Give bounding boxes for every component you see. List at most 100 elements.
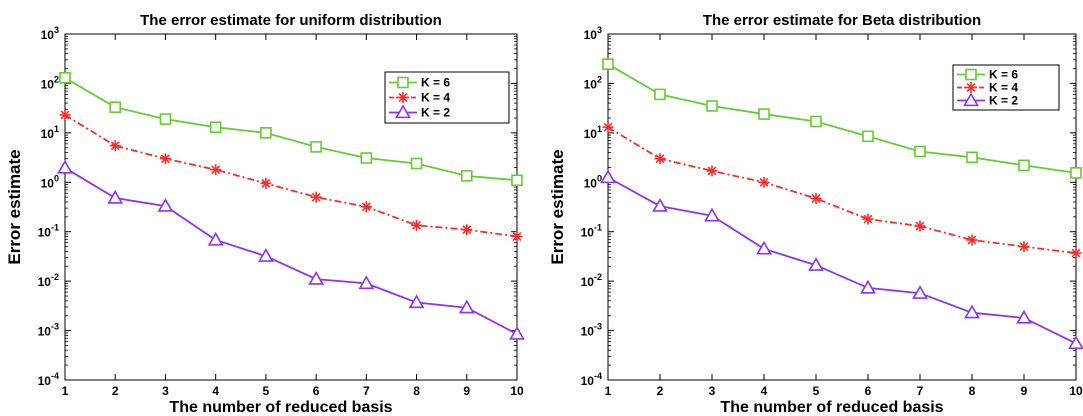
y-tick-label: 10-3 [38,322,59,339]
y-tick-label: 103 [41,25,59,42]
y-tick-base: 10 [41,176,55,190]
series-line [64,114,518,238]
x-tick-label: 1 [605,384,612,398]
y-tick-label: 100 [41,173,59,190]
data-point [810,192,822,204]
x-tick-label: 10 [510,384,524,398]
data-point [600,169,616,184]
data-point [260,177,272,189]
legend-marker [965,82,977,93]
data-point [862,213,874,225]
data-point [107,189,124,204]
data-point-stroke [462,225,472,235]
data-point [109,101,122,114]
x-tick-label: 4 [212,384,219,398]
series-line [64,167,518,335]
data-point [109,140,121,152]
y-tick-base: 10 [38,374,52,388]
data-point [652,197,668,212]
y-axis-label: Error estimate [548,149,567,264]
data-point [756,240,772,255]
y-tick-exponent: 3 [597,25,602,35]
y-tick-label: 102 [584,74,602,91]
legend-marker [395,104,411,119]
data-point [654,153,666,165]
data-point [458,299,475,314]
data-point-stroke [110,141,120,151]
data-point [1070,247,1082,259]
x-tick-label: 7 [917,384,924,398]
x-tick-label: 2 [657,384,664,398]
y-tick-label: 10-4 [38,371,59,388]
data-point-stroke [361,202,371,212]
data-point [511,174,523,187]
x-tick-label: 9 [1021,384,1028,398]
legend-label: K = 2 [989,94,1018,108]
x-tick-label: 7 [363,384,370,398]
legend-marker-stroke [398,93,408,102]
y-tick-exponent: -4 [51,371,59,381]
y-tick-exponent: -4 [594,371,602,381]
x-tick-label: 3 [709,384,716,398]
data-point [966,151,978,164]
x-tick-label: 10 [1069,384,1083,398]
y-tick-exponent: 1 [597,124,602,134]
x-tick-label: 5 [263,384,270,398]
data-point [360,201,372,213]
data-point [758,108,770,120]
legend-marker [397,76,409,89]
y-tick-exponent: -1 [51,223,59,233]
data-point [411,219,423,231]
x-tick-label: 8 [969,384,976,398]
x-tick-label: 6 [313,384,320,398]
data-point [1016,309,1032,324]
y-tick-base: 10 [41,28,55,42]
x-tick-label: 8 [413,384,420,398]
data-point-stroke [603,122,613,132]
data-point [1068,335,1083,350]
legend-marker [965,68,977,81]
data-point [460,170,473,182]
data-point [408,294,425,309]
legend: K = 6K = 4K = 2 [952,64,1060,111]
y-tick-label: 10-4 [581,371,602,388]
data-point-stroke [160,154,170,164]
data-point [860,279,876,294]
data-point-stroke [261,178,271,188]
y-tick-base: 10 [38,226,52,240]
legend: K = 6K = 4K = 2 [384,71,510,124]
legend-label: K = 4 [421,91,450,105]
data-point [461,224,473,236]
y-tick-base: 10 [584,176,598,190]
data-point [157,197,174,212]
data-point-stroke [1071,248,1081,258]
y-tick-exponent: 2 [597,74,602,84]
y-tick-base: 10 [581,226,595,240]
y-tick-base: 10 [584,28,598,42]
legend-marker [963,92,979,107]
x-tick-label: 5 [813,384,820,398]
y-tick-base: 10 [41,77,55,91]
y-tick-label: 100 [584,173,602,190]
data-point [509,325,525,340]
legend-marker [397,92,409,103]
y-tick-label: 103 [584,25,602,42]
y-tick-label: 10-3 [581,322,602,339]
y-tick-exponent: -2 [594,272,602,282]
y-tick-exponent: -3 [594,322,602,332]
x-tick-label: 3 [162,384,169,398]
y-axis-label: Error estimate [5,149,24,264]
data-point [912,285,928,299]
y-tick-exponent: -3 [51,322,59,332]
series-asterisk [602,121,1082,259]
y-tick-base: 10 [41,127,55,141]
data-point [706,165,718,177]
data-point [410,157,423,170]
data-point [159,153,171,165]
data-point [602,58,614,70]
data-point [966,234,978,246]
data-point [59,109,71,121]
data-point-stroke [412,220,422,230]
y-tick-exponent: 3 [54,25,59,35]
data-point-stroke [707,166,717,176]
